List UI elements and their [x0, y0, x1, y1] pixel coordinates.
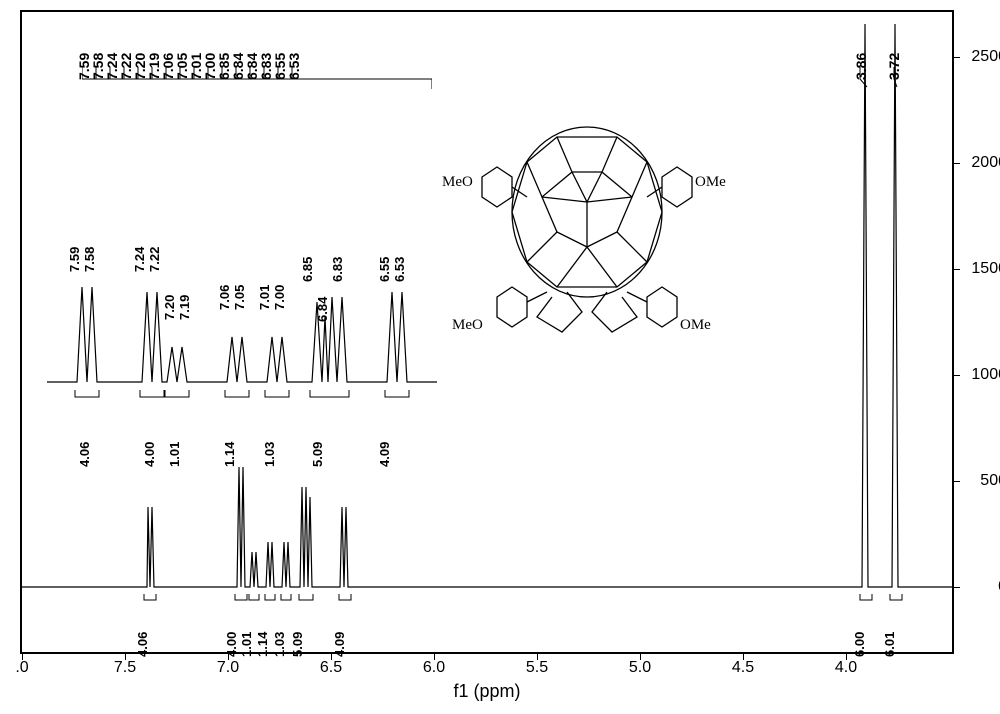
inset-peak-label: 7.24 — [132, 247, 147, 272]
main-integral: 5.09 — [290, 632, 305, 657]
main-integral: 6.01 — [882, 632, 897, 657]
y-tick-label: 2500 — [971, 48, 1000, 66]
ome-label: OMe — [695, 174, 726, 191]
x-tick-label: 5.5 — [526, 659, 548, 677]
main-integral: 4.00 — [224, 632, 239, 657]
y-tick-label: 1000 — [971, 366, 1000, 384]
inset-peak-label: 7.05 — [232, 285, 247, 310]
nmr-chart-container: 7.59 7.58 7.24 7.22 7.20 7.19 7.06 7.05 … — [0, 0, 1000, 714]
main-integral: 6.00 — [852, 632, 867, 657]
ome-label: MeO — [442, 174, 473, 191]
peak-label: 3.72 — [886, 53, 902, 80]
y-tick-label: 500 — [980, 472, 1000, 490]
molecule-structure: MeO OMe MeO OMe — [452, 102, 722, 352]
x-tick-label: 6.0 — [423, 659, 445, 677]
inset-peak-label: 6.53 — [392, 257, 407, 282]
x-axis-label: f1 (ppm) — [453, 681, 520, 702]
y-tick-mark — [952, 375, 960, 376]
inset-integral: 5.09 — [310, 442, 325, 467]
x-tick-label: .0 — [15, 659, 28, 677]
x-tick-label: 6.5 — [320, 659, 342, 677]
inset-peak-label: 6.55 — [377, 257, 392, 282]
peak-label: 3.86 — [853, 53, 869, 80]
integral-brackets-main — [144, 594, 902, 600]
plot-area: 7.59 7.58 7.24 7.22 7.20 7.19 7.06 7.05 … — [20, 10, 954, 654]
y-tick-mark — [952, 587, 960, 588]
peak-label: 6.53 — [286, 53, 302, 80]
inset-peak-label: 6.84 — [315, 297, 330, 322]
inset-integral: 1.03 — [262, 442, 277, 467]
y-tick-mark — [952, 481, 960, 482]
main-integral: 1.01 — [239, 632, 254, 657]
y-tick-mark — [952, 269, 960, 270]
main-integral: 1.14 — [255, 632, 270, 657]
inset-peak-label: 7.22 — [147, 247, 162, 272]
x-tick-label: 5.0 — [629, 659, 651, 677]
inset-peak-label: 7.58 — [82, 247, 97, 272]
inset-integral: 1.01 — [167, 442, 182, 467]
inset-integral: 4.06 — [77, 442, 92, 467]
y-tick-mark — [952, 163, 960, 164]
y-tick-label: 2000 — [971, 154, 1000, 172]
inset-peak-label: 7.00 — [272, 285, 287, 310]
y-tick-mark — [952, 57, 960, 58]
main-integral: 4.09 — [332, 632, 347, 657]
inset-peak-label: 6.83 — [330, 257, 345, 282]
inset-peak-label: 7.19 — [177, 295, 192, 320]
x-tick-label: 7.5 — [114, 659, 136, 677]
main-integral: 1.03 — [272, 632, 287, 657]
ome-label: OMe — [680, 317, 711, 334]
inset-peak-label: 7.59 — [67, 247, 82, 272]
x-tick-label: 7.0 — [217, 659, 239, 677]
inset-peak-label: 7.06 — [217, 285, 232, 310]
x-tick-label: 4.0 — [835, 659, 857, 677]
inset-peak-label: 7.20 — [162, 295, 177, 320]
inset-integral: 4.00 — [142, 442, 157, 467]
y-tick-label: 1500 — [971, 260, 1000, 278]
x-tick-label: 4.5 — [732, 659, 754, 677]
inset-integral: 4.09 — [377, 442, 392, 467]
ome-label: MeO — [452, 317, 483, 334]
inset-peak-label: 7.01 — [257, 285, 272, 310]
inset-peak-label: 6.85 — [300, 257, 315, 282]
main-integral: 4.06 — [135, 632, 150, 657]
inset-integral: 1.14 — [222, 442, 237, 467]
